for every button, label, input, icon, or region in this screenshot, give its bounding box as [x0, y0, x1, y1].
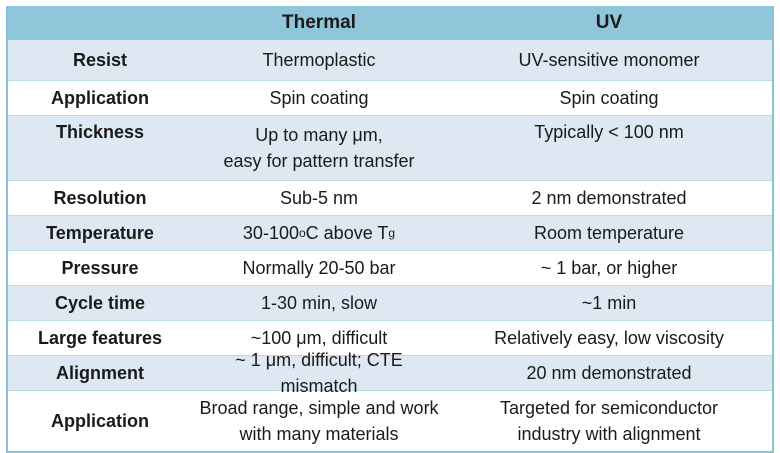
temp-subscript: g	[388, 226, 396, 240]
row-label: Application	[51, 88, 149, 108]
thermal-cell: Spin coating	[269, 88, 369, 108]
temp-mid: C above T	[305, 223, 389, 243]
uv-cell: 20 nm demonstrated	[526, 363, 692, 383]
uv-cell: Targeted for semiconductor industry with…	[446, 395, 772, 447]
thermal-cell: Sub-5 nm	[279, 188, 359, 208]
table-row: Pressure Normally 20-50 bar ~ 1 bar, or …	[8, 251, 772, 286]
table-header-row: Thermal UV	[8, 6, 772, 40]
thermal-cell: ~ 1 μm, difficult; CTE mismatch	[235, 350, 403, 396]
thermal-cell: Up to many μm, easy for pattern transfer	[192, 122, 446, 174]
table-row: Alignment ~ 1 μm, difficult; CTE mismatc…	[8, 350, 772, 396]
row-label: Large features	[37, 328, 163, 348]
uv-cell: UV-sensitive monomer	[518, 50, 700, 70]
thermal-cell-line: easy for pattern transfer	[223, 151, 415, 171]
table-row: Application Spin coating Spin coating	[8, 81, 772, 116]
thermal-cell: Thermoplastic	[262, 50, 376, 70]
row-label: Alignment	[56, 363, 144, 383]
table-row: Resolution Sub-5 nm 2 nm demonstrated	[8, 181, 772, 216]
thermal-cell-line: Up to many μm,	[255, 125, 383, 145]
uv-cell: Relatively easy, low viscosity	[494, 328, 724, 348]
row-label: Resolution	[53, 188, 147, 208]
temp-prefix: 30-100	[242, 223, 299, 243]
row-label: Resist	[72, 50, 128, 70]
thermal-cell: Broad range, simple and work with many m…	[192, 395, 446, 447]
uv-cell: Typically < 100 nm	[534, 122, 684, 142]
thermal-cell-line: with many materials	[239, 424, 399, 444]
row-label: Application	[51, 411, 149, 431]
thermal-cell: ~100 μm, difficult	[250, 328, 388, 348]
table-row: Resist Thermoplastic UV-sensitive monome…	[8, 40, 772, 81]
uv-cell-line: industry with alignment	[517, 424, 701, 444]
table-row: Thickness Up to many μm, easy for patter…	[8, 116, 772, 181]
row-label: Pressure	[61, 258, 139, 278]
thermal-cell-line: Broad range, simple and work	[199, 398, 439, 418]
thermal-cell: 1-30 min, slow	[260, 293, 378, 313]
row-label: Thickness	[55, 122, 145, 142]
uv-cell: 2 nm demonstrated	[531, 188, 687, 208]
table-row: Cycle time 1-30 min, slow ~1 min	[8, 286, 772, 321]
uv-cell: Room temperature	[533, 223, 685, 243]
thermal-cell: Normally 20-50 bar	[242, 258, 396, 278]
temp-degree: o	[298, 226, 306, 240]
row-label: Temperature	[46, 223, 154, 243]
table-row: Application Broad range, simple and work…	[8, 391, 772, 451]
uv-cell-line: Targeted for semiconductor	[499, 398, 719, 418]
header-cell-thermal: Thermal	[282, 12, 356, 33]
comparison-table: Thermal UV Resist Thermoplastic UV-sensi…	[6, 6, 774, 453]
uv-cell: ~1 min	[581, 293, 637, 313]
header-cell-uv: UV	[595, 12, 623, 33]
row-label: Cycle time	[54, 293, 146, 313]
table-row: Large features ~100 μm, difficult Relati…	[8, 321, 772, 356]
uv-cell: ~ 1 bar, or higher	[540, 258, 678, 278]
uv-cell: Spin coating	[559, 88, 659, 108]
